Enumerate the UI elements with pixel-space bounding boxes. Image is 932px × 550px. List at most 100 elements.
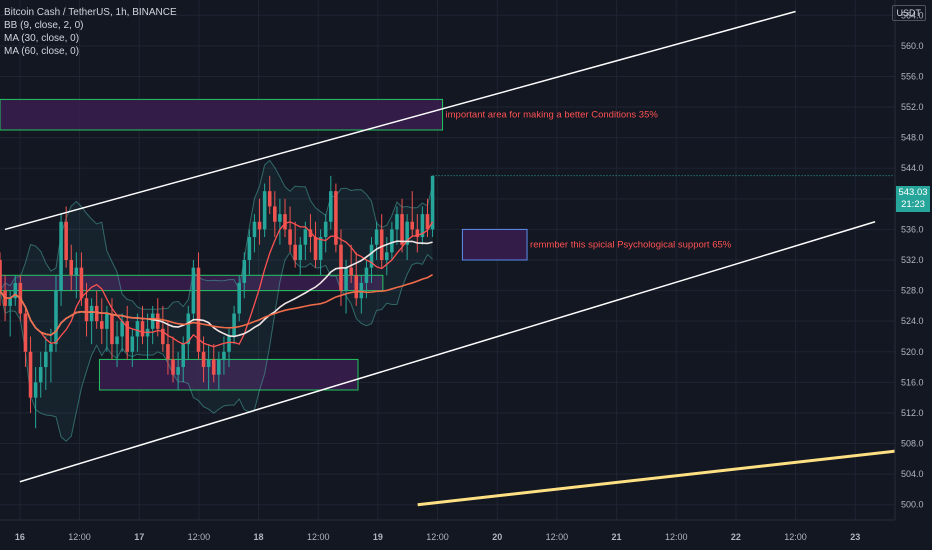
candle-body	[54, 290, 58, 345]
currency-button[interactable]: USDT	[891, 5, 926, 21]
time-tick-label: 18	[254, 532, 264, 542]
price-tick-label: 512.0	[901, 408, 924, 418]
candle-body	[140, 321, 145, 337]
candle-body	[181, 344, 185, 368]
candle-body	[425, 214, 430, 230]
last-price-tag: 543.03 21:23	[896, 186, 930, 212]
grid-lines	[0, 0, 895, 520]
candle-body	[400, 214, 404, 245]
bollinger-bands-layer	[0, 159, 434, 442]
candle-body	[166, 344, 170, 360]
time-tick-label: 20	[492, 532, 502, 542]
candle-body	[227, 336, 231, 352]
time-tick-label: 19	[373, 532, 383, 542]
price-tick-label: 536.0	[901, 224, 924, 234]
candle-body	[0, 260, 2, 291]
time-tick-label: 17	[134, 532, 144, 542]
channel-upper-line	[4, 10, 796, 231]
candle-body	[8, 298, 12, 306]
time-tick-label: 23	[850, 532, 860, 542]
chart-legend: Bitcoin Cash / TetherUS, 1h, BINANCE BB …	[4, 6, 177, 58]
annotation-resistance: important area for making a better Condi…	[446, 110, 659, 121]
price-tick-label: 508.0	[901, 439, 924, 449]
time-tick-label: 16	[15, 532, 25, 542]
zones-layer	[0, 98, 528, 391]
bollinger-fill	[0, 160, 433, 442]
candle-body	[379, 229, 384, 260]
candle-body	[13, 282, 18, 299]
time-tick-label: 12:00	[188, 532, 211, 542]
candle-body	[130, 336, 135, 352]
candle-body	[293, 244, 297, 260]
trend-lines-layer	[4, 10, 896, 507]
time-tick-label: 12:00	[784, 532, 807, 542]
candle-body	[410, 221, 415, 230]
candle-body	[354, 275, 359, 299]
bb-indicator-label[interactable]: BB (9, close, 2, 0)	[4, 20, 84, 31]
candle-body	[364, 267, 369, 283]
candle-body	[115, 336, 119, 345]
candle-body	[232, 313, 236, 337]
bar-countdown: 21:23	[901, 199, 925, 210]
candle-body	[257, 221, 262, 230]
symbol-title[interactable]: Bitcoin Cash / TetherUS, 1h, BINANCE	[4, 7, 177, 18]
candle-body	[349, 267, 353, 276]
candle-body	[89, 305, 94, 322]
candle-body	[38, 367, 43, 383]
candle-body	[334, 191, 338, 245]
candle-body	[49, 344, 53, 352]
time-tick-label: 12:00	[307, 532, 330, 542]
candle-body	[415, 229, 420, 238]
time-tick-label: 12:00	[546, 532, 569, 542]
candle-body	[390, 229, 394, 253]
time-tick-label: 12:00	[426, 532, 449, 542]
price-tick-label: 556.0	[901, 71, 924, 81]
time-axis: 16 12:00 17 12:00 18 12:00 19 12:00 20 12:00 21 12:…	[0, 519, 895, 542]
price-tick-label: 544.0	[901, 163, 924, 173]
price-tick-label: 520.0	[901, 347, 924, 357]
moving-averages-layer	[0, 221, 434, 348]
annotations-layer: important area for making a better Condi…	[446, 110, 732, 251]
price-zone-box	[0, 98, 444, 131]
candle-body	[252, 221, 257, 238]
candle-body	[278, 214, 282, 222]
candle-body	[222, 351, 226, 360]
candle-body	[110, 313, 114, 345]
candle-body	[69, 260, 74, 276]
candle-body	[135, 321, 140, 337]
candle-body	[308, 229, 313, 238]
candles-layer	[0, 175, 435, 429]
candle-body	[217, 359, 221, 375]
bollinger-basis-line	[0, 221, 434, 348]
candle-body	[303, 229, 308, 245]
candle-body	[196, 267, 201, 352]
candle-body	[206, 359, 211, 368]
candle-body	[283, 214, 287, 230]
candle-body	[262, 191, 267, 230]
time-tick-label: 21	[612, 532, 622, 542]
channel-lower-line	[19, 221, 876, 483]
candle-body	[64, 221, 68, 260]
candle-body	[359, 282, 364, 299]
time-tick-label: 12:00	[68, 532, 91, 542]
candle-body	[298, 244, 303, 260]
candle-body	[44, 351, 48, 368]
candle-body	[395, 214, 399, 230]
candle-body	[329, 191, 333, 222]
candle-body	[94, 305, 99, 322]
candle-body	[420, 214, 425, 238]
candle-body	[384, 252, 389, 260]
candle-body	[318, 237, 323, 260]
price-tick-label: 524.0	[901, 316, 924, 326]
candle-body	[237, 282, 241, 314]
price-axis: 564.0560.0556.0552.0548.0544.0540.0536.0…	[894, 0, 924, 520]
price-tick-label: 560.0	[901, 41, 924, 51]
ma60-indicator-label[interactable]: MA (60, close, 0)	[4, 46, 80, 57]
candle-body	[161, 328, 165, 345]
ma30-indicator-label[interactable]: MA (30, close, 0)	[4, 33, 80, 44]
price-zone-box	[461, 228, 528, 261]
candle-body	[201, 351, 206, 368]
long-trend-line	[417, 449, 896, 507]
candle-body	[150, 313, 155, 329]
